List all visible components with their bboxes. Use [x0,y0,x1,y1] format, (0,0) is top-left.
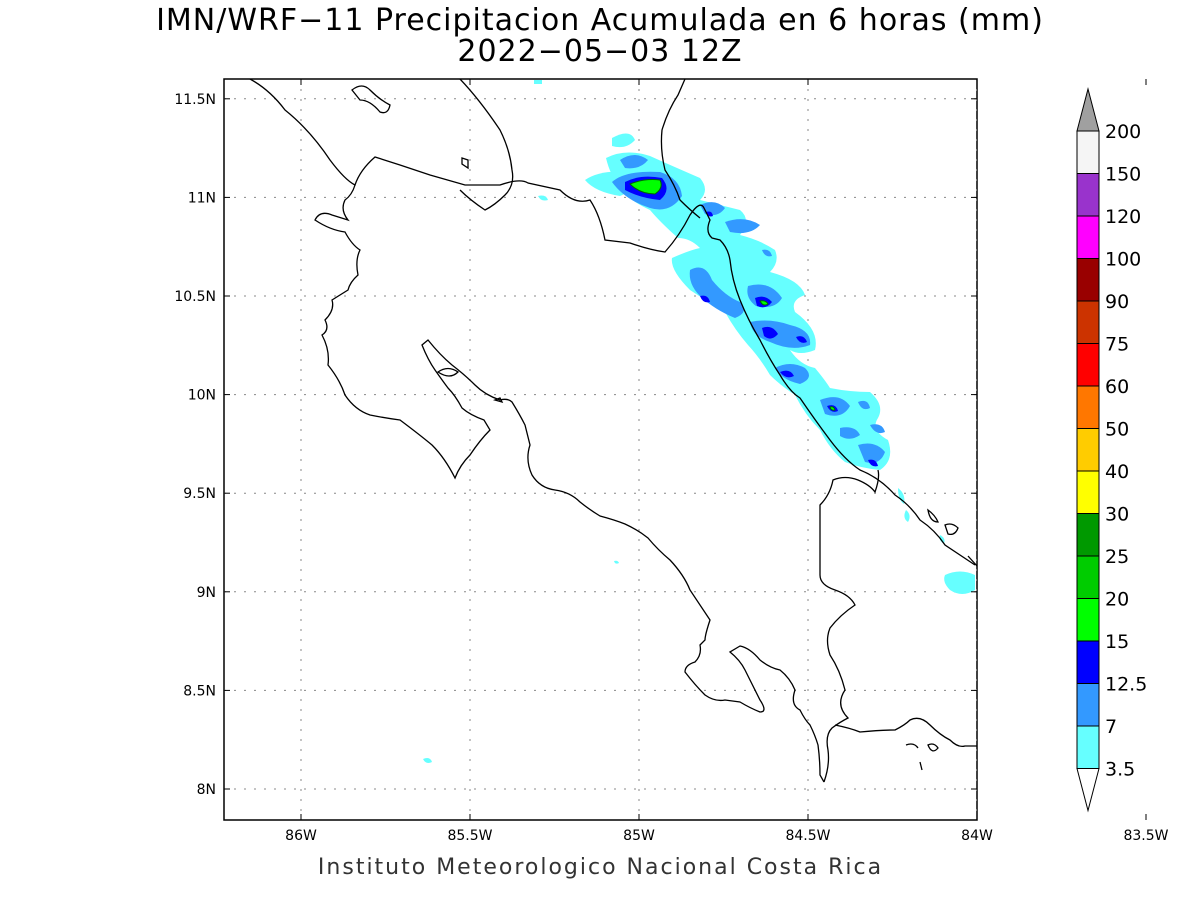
lat-tick-label: 10N [188,388,216,404]
lon-tick-label: 84W [961,828,993,844]
colorbar-swatch [1076,513,1100,557]
lon-tick-label: 86W [285,828,317,844]
colorbar-label: 60 [1105,376,1129,398]
colorbar-swatch [1076,725,1100,769]
map-subtitle-datetime: 2022−05−03 12Z [457,34,743,69]
colorbar-label: 90 [1105,291,1129,313]
colorbar-swatch [1076,343,1100,387]
colorbar-swatch [1076,258,1100,302]
colorbar-label: 20 [1105,589,1129,611]
colorbar-label: 120 [1105,206,1141,228]
lat-tick-label: 8.5N [183,683,216,699]
colorbar-legend: 3.5 7 12.5 15 20 25 30 40 50 60 75 90 100 120 150 200 [1076,87,1147,813]
lat-tick-label: 8N [197,782,216,798]
colorbar-under-triangle [1076,768,1100,813]
precip-band-15 [629,179,836,411]
graticule [224,79,977,820]
colorbar-swatch [1076,300,1100,344]
colorbar-label: 50 [1105,419,1129,441]
colorbar-swatch [1076,130,1100,174]
lat-tick-label: 9.5N [183,486,216,502]
colorbar-label: 25 [1105,546,1129,568]
axis-ticks: 86W85.5W85W84.5W84W83.5W83W82.5W11.5N11N… [174,79,1169,844]
colorbar-label: 12.5 [1105,674,1147,696]
colorbar-label: 15 [1105,631,1129,653]
colorbar-label: 3.5 [1105,759,1135,781]
colorbar-label: 75 [1105,334,1129,356]
lon-tick-label: 85W [623,828,655,844]
precipitation-field [423,80,975,763]
colorbar-over-triangle [1076,87,1100,132]
colorbar-swatch [1076,385,1100,429]
colorbar-label: 40 [1105,461,1129,483]
lat-tick-label: 10.5N [174,289,216,305]
coastlines-borders [249,79,977,783]
lon-tick-label: 83.5W [1123,828,1168,844]
colorbar-label: 200 [1105,121,1141,143]
colorbar-swatch [1076,173,1100,217]
map-footer-institution: Instituto Meteorologico Nacional Costa R… [317,855,884,880]
lat-tick-label: 11N [188,190,216,206]
colorbar-swatch [1076,598,1100,642]
colorbar-swatch [1076,470,1100,514]
colorbar-label: 100 [1105,249,1141,271]
map-title: IMN/WRF−11 Precipitacion Acumulada en 6 … [156,3,1044,38]
lat-tick-label: 9N [197,585,216,601]
colorbar-swatch [1076,215,1100,259]
colorbar-swatch [1076,555,1100,599]
colorbar-label: 150 [1105,164,1141,186]
lat-tick-label: 11.5N [174,92,216,108]
colorbar-swatch [1076,428,1100,472]
lon-tick-label: 85.5W [447,828,492,844]
colorbar-label: 30 [1105,504,1129,526]
colorbar-swatch [1076,683,1100,727]
colorbar-label: 7 [1105,716,1117,738]
colorbar-swatch [1076,640,1100,684]
lon-tick-label: 84.5W [785,828,830,844]
